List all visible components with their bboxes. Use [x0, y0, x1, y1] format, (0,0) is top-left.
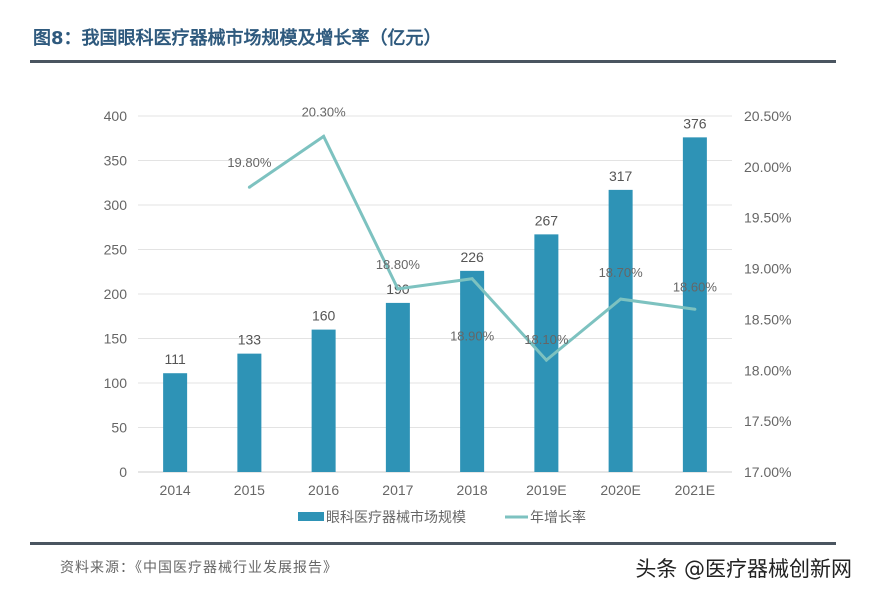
line-point — [693, 307, 697, 311]
bar-value-label: 226 — [460, 249, 484, 265]
chart-title: 图8：我国眼科医疗器械市场规模及增长率（亿元） — [33, 28, 442, 49]
y-right-tick-label: 20.50% — [744, 108, 791, 124]
x-tick-label: 2016 — [308, 482, 339, 498]
line-value-label: 18.90% — [450, 329, 495, 344]
footer-divider — [30, 542, 836, 545]
title-divider — [30, 60, 836, 63]
line-value-label: 18.60% — [673, 279, 718, 294]
chart-svg: 0 50 100 150 200 250 300 350 400 17.00% 17.50% 18.0… — [104, 104, 792, 525]
y-left-tick-label: 200 — [104, 286, 128, 302]
line-point — [322, 134, 326, 138]
line-value-label: 18.80% — [376, 257, 421, 272]
bar — [311, 329, 336, 472]
x-tick-label: 2017 — [382, 482, 413, 498]
line-value-label: 19.80% — [227, 155, 272, 170]
y-right-tick-label: 17.00% — [744, 464, 791, 480]
x-tick-label: 2015 — [234, 482, 265, 498]
y-left-tick-label: 350 — [104, 153, 128, 169]
y-left-tick-label: 250 — [104, 242, 128, 258]
legend-bar-label: 眼科医疗器械市场规模 — [326, 509, 466, 525]
legend-line-label: 年增长率 — [530, 509, 586, 525]
y-left-tick-label: 400 — [104, 108, 128, 124]
line-value-label: 20.30% — [302, 104, 347, 119]
x-tick-label: 2021E — [675, 482, 715, 498]
x-tick-label: 2019E — [526, 482, 566, 498]
y-right-tick-label: 19.50% — [744, 210, 791, 226]
line-value-label: 18.10% — [524, 332, 569, 347]
line-point — [470, 277, 474, 281]
y-right-tick-label: 20.00% — [744, 159, 791, 175]
y-right-tick-label: 18.00% — [744, 362, 791, 378]
legend-bar-swatch — [298, 512, 324, 521]
line-value-label: 18.70% — [599, 265, 644, 280]
line-point — [544, 358, 548, 362]
bar-value-label: 111 — [164, 351, 185, 367]
bar — [385, 302, 410, 472]
watermark: 头条 @医疗器械创新网 — [635, 557, 852, 581]
y-left-tick-label: 50 — [111, 420, 127, 436]
bar-value-label: 133 — [238, 332, 262, 348]
bar-value-label: 376 — [683, 115, 707, 131]
line-point — [247, 185, 251, 189]
line-point — [396, 287, 400, 291]
y-right-tick-label: 17.50% — [744, 413, 791, 429]
bar — [460, 270, 485, 472]
y-right-tick-label: 19.00% — [744, 261, 791, 277]
y-left-tick-label: 100 — [104, 375, 128, 391]
bar — [237, 353, 262, 472]
y-left-tick-label: 0 — [119, 464, 127, 480]
line-point — [619, 297, 623, 301]
x-tick-label: 2014 — [160, 482, 191, 498]
bar — [682, 137, 707, 473]
x-tick-label: 2018 — [457, 482, 488, 498]
bar-value-label: 267 — [535, 212, 559, 228]
bar-value-label: 160 — [312, 308, 336, 324]
bar-value-label: 317 — [609, 168, 633, 184]
bar — [163, 373, 188, 472]
y-left-tick-label: 150 — [104, 331, 128, 347]
bar — [608, 189, 633, 472]
source-note: 资料来源：《中国医疗器械行业发展报告》 — [60, 560, 338, 576]
y-right-tick-label: 18.50% — [744, 311, 791, 327]
x-tick-label: 2020E — [600, 482, 640, 498]
y-left-tick-label: 300 — [104, 197, 128, 213]
